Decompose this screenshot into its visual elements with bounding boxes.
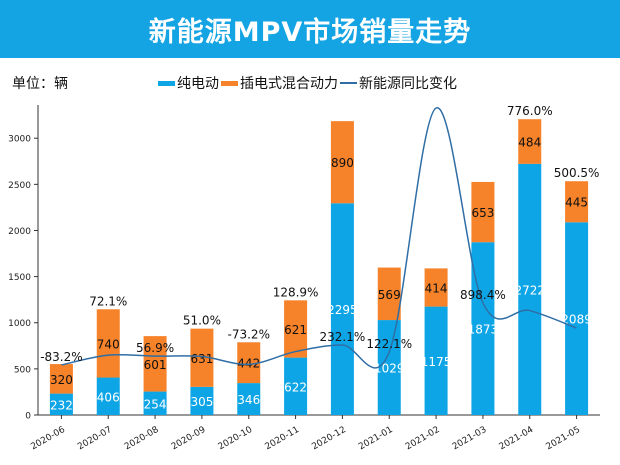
bar-phev	[284, 300, 308, 358]
data-label-ev: 1873	[468, 323, 499, 337]
data-label-yoy: 500.5%	[554, 166, 600, 180]
x-tick-label: 2021-02	[404, 425, 442, 452]
data-label-phev: 653	[471, 206, 494, 220]
x-tick-label: 2020-10	[217, 425, 255, 453]
data-label-ev: 2295	[327, 303, 358, 317]
bar-phev	[237, 342, 261, 384]
bar-phev	[190, 328, 214, 387]
data-label-phev: 631	[190, 352, 213, 366]
bar-ev	[565, 222, 589, 415]
x-tick-label: 2020-09	[170, 425, 208, 453]
data-label-phev: 621	[284, 323, 307, 337]
data-label-ev: 346	[237, 393, 260, 407]
legend: 纯电动 插电式混合动力 新能源同比变化	[158, 73, 457, 93]
data-label-yoy: -73.2%	[228, 327, 270, 341]
data-label-yoy: 122.1%	[366, 337, 412, 351]
bar-ev	[96, 377, 120, 415]
x-tick-label: 2021-04	[498, 425, 536, 453]
bar-ev	[518, 163, 542, 415]
bar-phev	[49, 364, 73, 394]
y-tick-label: 0	[25, 412, 31, 422]
yoy-line	[61, 107, 577, 369]
y-tick-label: 3000	[8, 135, 31, 145]
y-tick-label: 2000	[8, 227, 31, 237]
x-tick-label: 2020-12	[310, 425, 348, 452]
bar-ev	[330, 203, 354, 415]
data-label-yoy: 72.1%	[89, 294, 127, 308]
y-tick-label: 2500	[8, 181, 31, 191]
bar-phev	[377, 267, 401, 321]
x-tick-label: 2020-06	[29, 425, 67, 453]
bar-phev	[143, 336, 167, 392]
data-label-ev: 622	[284, 380, 307, 394]
data-label-ev: 406	[97, 390, 120, 404]
y-tick-label: 1000	[8, 319, 31, 329]
data-label-ev: 2722	[514, 283, 545, 297]
legend-swatch-yoy	[340, 82, 357, 84]
bar-ev	[377, 320, 401, 415]
y-tick-label: 1500	[8, 273, 31, 283]
bar-ev	[237, 383, 261, 415]
data-label-phev: 414	[425, 281, 448, 295]
data-label-phev: 890	[331, 156, 354, 170]
data-label-yoy: 56.9%	[136, 341, 174, 355]
bar-phev	[518, 119, 542, 164]
data-label-phev: 484	[518, 136, 541, 150]
bar-ev	[284, 357, 308, 415]
data-label-yoy: 232.1%	[320, 330, 366, 344]
x-tick-label: 2020-11	[264, 425, 302, 452]
x-tick-label: 2021-01	[357, 425, 395, 452]
x-tick-label: 2020-08	[123, 425, 161, 453]
data-label-yoy: 128.9%	[273, 285, 319, 299]
data-label-ev: 254	[144, 397, 167, 411]
data-label-phev: 320	[50, 373, 73, 387]
legend-label-yoy: 新能源同比变化	[359, 76, 457, 92]
data-label-yoy: 776.0%	[507, 104, 553, 118]
bar-phev	[330, 121, 354, 204]
bar-phev	[565, 181, 589, 223]
y-tick-label: 500	[14, 365, 31, 375]
x-tick-label: 2021-03	[451, 425, 489, 452]
bar-ev	[424, 306, 448, 415]
legend-label-phev: 插电式混合动力	[240, 76, 338, 92]
x-tick-label: 2021-05	[545, 425, 583, 452]
chart-title: 新能源MPV市场销量走势	[148, 16, 472, 48]
data-label-yoy: 51.0%	[183, 314, 221, 328]
title-banner: 新能源MPV市场销量走势	[0, 0, 620, 58]
bar-phev	[96, 309, 120, 378]
data-label-yoy: 898.4%	[460, 288, 506, 302]
bar-ev	[49, 393, 73, 415]
data-label-yoy: -83.2%	[40, 350, 82, 364]
unit-label: 单位：辆	[12, 76, 68, 92]
legend-swatch-ev	[158, 80, 175, 86]
bar-ev	[143, 391, 167, 415]
legend-label-ev: 纯电动	[177, 76, 219, 92]
data-label-phev: 569	[378, 288, 401, 302]
data-label-phev: 601	[144, 358, 167, 372]
bar-phev	[471, 181, 495, 243]
bar-ev	[190, 386, 214, 415]
data-label-phev: 740	[97, 337, 120, 351]
data-label-ev: 1029	[374, 362, 405, 376]
data-label-ev: 232	[50, 398, 73, 412]
data-label-ev: 2089	[561, 313, 592, 327]
bar-phev	[424, 268, 448, 307]
legend-swatch-phev	[221, 80, 238, 86]
data-label-ev: 1175	[421, 355, 452, 369]
x-tick-label: 2020-07	[76, 425, 114, 452]
data-label-phev: 445	[565, 196, 588, 210]
data-label-ev: 305	[190, 395, 213, 409]
